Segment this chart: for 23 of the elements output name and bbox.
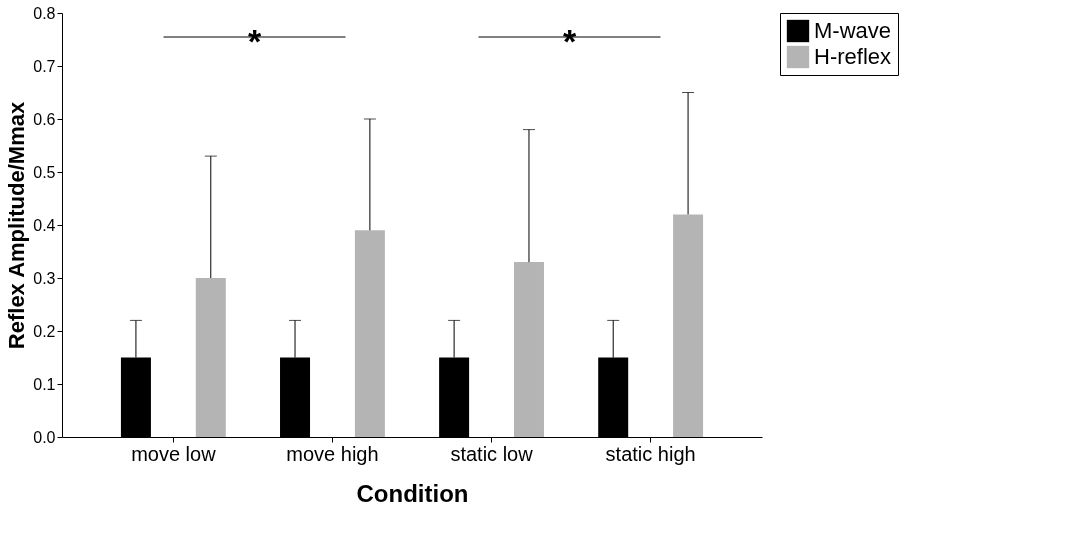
x-tick-label: static low (450, 442, 534, 465)
y-tick-label: 0.4 (33, 216, 56, 234)
x-axis-title: Condition (356, 479, 469, 507)
y-tick-label: 0.8 (33, 4, 56, 22)
x-tick-label: move high (286, 442, 379, 465)
legend-label: H-reflex (814, 44, 892, 69)
x-tick-label: static high (605, 442, 696, 465)
y-tick-label: 0.3 (33, 269, 56, 287)
bar (354, 230, 385, 437)
y-tick-label: 0.7 (33, 57, 56, 75)
x-tick-label: move low (131, 442, 217, 465)
y-axis-title: Reflex Amplitude/Mmax (4, 101, 30, 350)
y-tick-label: 0.5 (33, 163, 56, 181)
bar (195, 278, 226, 437)
annotation: * (247, 22, 262, 60)
legend-label: M-wave (814, 18, 892, 43)
annotation: * (562, 22, 577, 60)
bar (513, 262, 544, 437)
bar (673, 214, 704, 437)
y-tick-label: 0.6 (33, 110, 56, 128)
y-tick-label: 0.0 (33, 428, 56, 446)
y-tick-label: 0.2 (33, 322, 56, 340)
y-tick-label: 0.1 (33, 375, 56, 393)
